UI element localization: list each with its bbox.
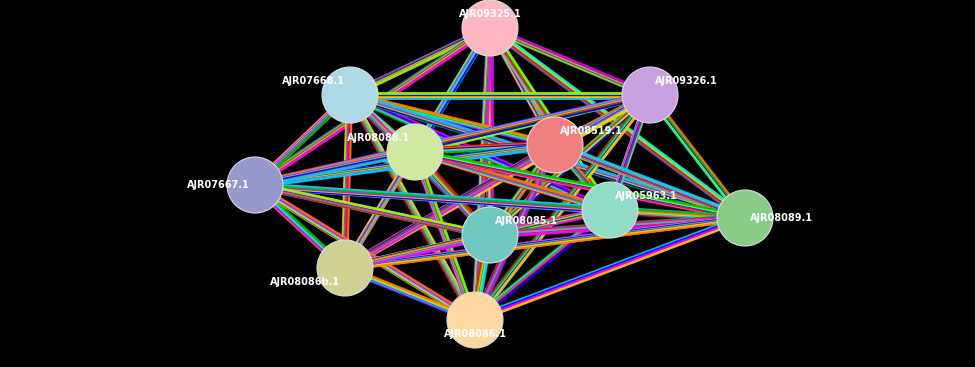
Text: AJR05963.1: AJR05963.1 xyxy=(615,191,678,201)
Text: AJR07667.1: AJR07667.1 xyxy=(187,180,250,190)
Circle shape xyxy=(227,157,283,213)
Text: AJR08085.1: AJR08085.1 xyxy=(495,216,558,226)
Text: AJR07668.1: AJR07668.1 xyxy=(282,76,345,86)
Text: AJR09326.1: AJR09326.1 xyxy=(655,76,718,86)
Circle shape xyxy=(527,117,583,173)
Circle shape xyxy=(322,67,378,123)
Circle shape xyxy=(387,124,443,180)
Circle shape xyxy=(622,67,678,123)
Circle shape xyxy=(462,207,518,263)
Text: AJR08519.1: AJR08519.1 xyxy=(560,126,623,136)
Circle shape xyxy=(447,292,503,348)
Text: AJR08086.1: AJR08086.1 xyxy=(444,329,506,339)
Circle shape xyxy=(462,0,518,56)
Text: AJR08088.1: AJR08088.1 xyxy=(347,133,410,143)
Circle shape xyxy=(582,182,638,238)
Circle shape xyxy=(717,190,773,246)
Text: AJR08086b.1: AJR08086b.1 xyxy=(270,277,340,287)
Text: AJR09325.1: AJR09325.1 xyxy=(458,9,522,19)
Circle shape xyxy=(317,240,373,296)
Text: AJR08089.1: AJR08089.1 xyxy=(750,213,813,223)
